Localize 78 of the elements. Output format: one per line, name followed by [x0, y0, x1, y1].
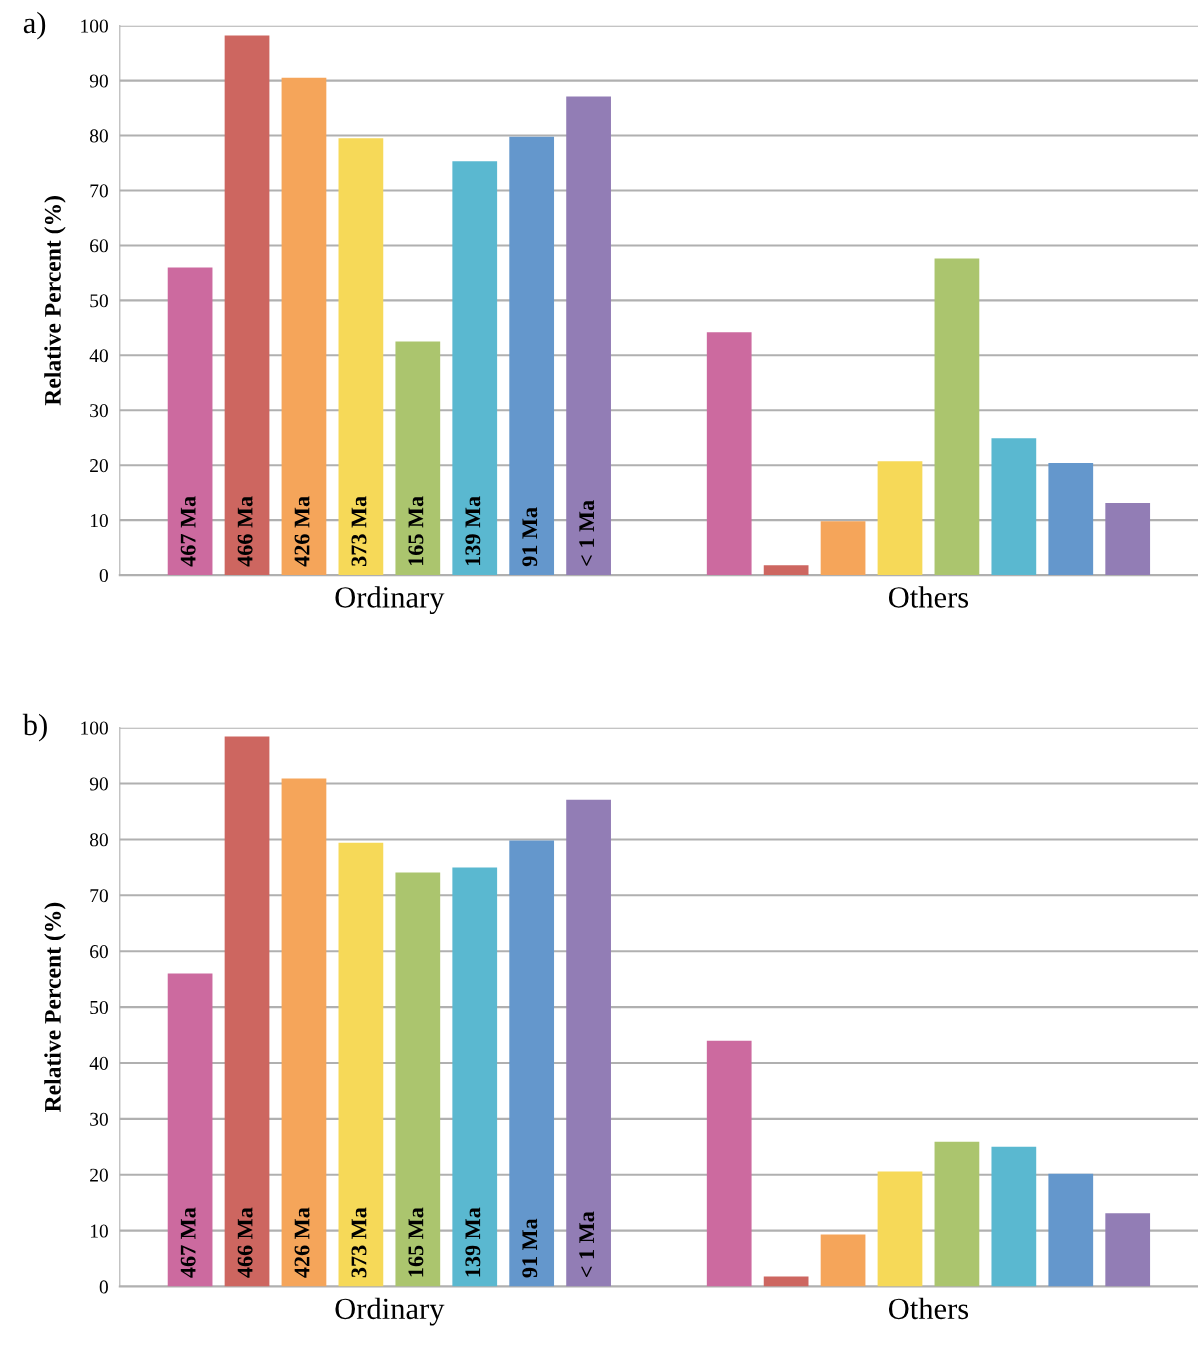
bar — [706, 332, 752, 576]
series-label: < 1 Ma — [579, 500, 595, 566]
bar — [452, 161, 498, 576]
y-tick-label: 40 — [89, 1056, 108, 1070]
x-tick-label: Ordinary — [335, 586, 445, 615]
y-tick-label: 80 — [89, 833, 108, 847]
y-axis-title: Relative Percent (%) — [44, 902, 66, 1113]
bar — [877, 1171, 923, 1287]
series-label: 139 Ma — [465, 496, 481, 566]
y-tick-label: 20 — [90, 459, 108, 473]
chart-title: a) — [23, 11, 46, 40]
y-tick-label: 30 — [90, 1112, 108, 1126]
y-tick-label: 10 — [90, 1224, 108, 1238]
series-label: 373 Ma — [351, 1207, 367, 1278]
bar — [1048, 1173, 1094, 1287]
series-label: 91 Ma — [522, 507, 538, 567]
series-label: 91 Ma — [522, 1218, 538, 1278]
y-tick-label: 50 — [90, 1000, 108, 1015]
series-label: < 1 Ma — [579, 1211, 595, 1278]
series-label: 466 Ma — [237, 1207, 253, 1278]
y-tick-label: 70 — [90, 184, 108, 198]
bar — [1048, 463, 1094, 576]
y-tick-label: 100 — [81, 721, 108, 735]
bar — [991, 1146, 1037, 1287]
y-tick-label: 0 — [99, 568, 108, 583]
y-tick-label: 50 — [90, 294, 108, 308]
series-label: 165 Ma — [408, 1207, 424, 1277]
x-tick-label: Others — [888, 1297, 969, 1320]
bar — [706, 1040, 752, 1287]
bar — [452, 867, 498, 1287]
bar — [509, 136, 555, 576]
y-tick-label: 10 — [90, 513, 108, 528]
y-tick-label: 100 — [81, 19, 108, 33]
bar — [566, 96, 611, 576]
bar — [281, 77, 327, 576]
y-axis-title: Relative Percent (%) — [44, 196, 66, 406]
bar — [167, 973, 213, 1287]
bar — [1105, 1213, 1151, 1287]
bar — [395, 872, 441, 1287]
bar — [763, 1276, 809, 1287]
bar — [934, 258, 980, 576]
series-label: 139 Ma — [465, 1207, 481, 1277]
x-tick-label: Ordinary — [335, 1297, 445, 1326]
bar — [281, 778, 327, 1287]
y-tick-label: 60 — [90, 239, 108, 253]
bar — [991, 438, 1037, 576]
bar — [167, 267, 213, 576]
bar — [934, 1141, 980, 1287]
bar — [224, 736, 270, 1287]
series-label: 467 Ma — [180, 496, 196, 567]
bar — [509, 840, 555, 1287]
y-tick-label: 90 — [89, 777, 108, 791]
y-tick-label: 30 — [90, 404, 108, 418]
bar — [820, 521, 866, 576]
bar — [763, 565, 809, 576]
bar — [224, 35, 270, 576]
y-tick-label: 0 — [99, 1280, 108, 1294]
bar — [877, 461, 923, 576]
chart-title: b) — [22, 713, 47, 742]
y-tick-label: 70 — [90, 889, 108, 903]
x-tick-label: Others — [888, 586, 969, 608]
series-label: 426 Ma — [294, 496, 310, 567]
series-label: 373 Ma — [351, 496, 367, 567]
y-tick-label: 80 — [89, 129, 108, 143]
bar — [820, 1234, 866, 1287]
series-label: 426 Ma — [294, 1207, 310, 1278]
y-tick-label: 90 — [89, 74, 108, 88]
bar — [338, 138, 384, 576]
bar — [1105, 503, 1151, 576]
series-label: 467 Ma — [180, 1207, 196, 1278]
bar — [395, 341, 441, 576]
y-tick-label: 20 — [90, 1168, 108, 1182]
y-tick-label: 60 — [90, 945, 108, 959]
series-label: 466 Ma — [237, 496, 253, 567]
bar — [566, 799, 611, 1287]
y-tick-label: 40 — [89, 349, 108, 363]
series-label: 165 Ma — [408, 496, 424, 566]
bar — [338, 842, 384, 1287]
